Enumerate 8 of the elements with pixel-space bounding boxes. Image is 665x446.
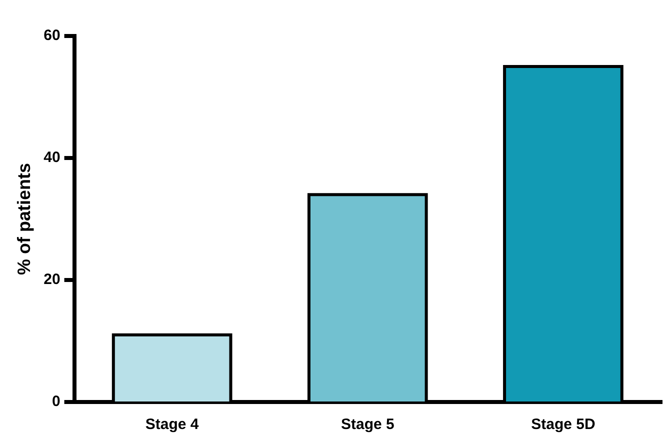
y-axis-title: % of patients (14, 162, 34, 276)
y-tick-label: 0 (52, 393, 60, 410)
y-tick-label: 20 (44, 271, 60, 288)
y-tick-label: 40 (44, 149, 60, 166)
y-tick-label: 60 (44, 27, 60, 44)
x-tick-label: Stage 4 (145, 416, 200, 434)
x-tick-label: Stage 5D (531, 416, 596, 434)
x-tick-label: Stage 5 (340, 416, 394, 434)
